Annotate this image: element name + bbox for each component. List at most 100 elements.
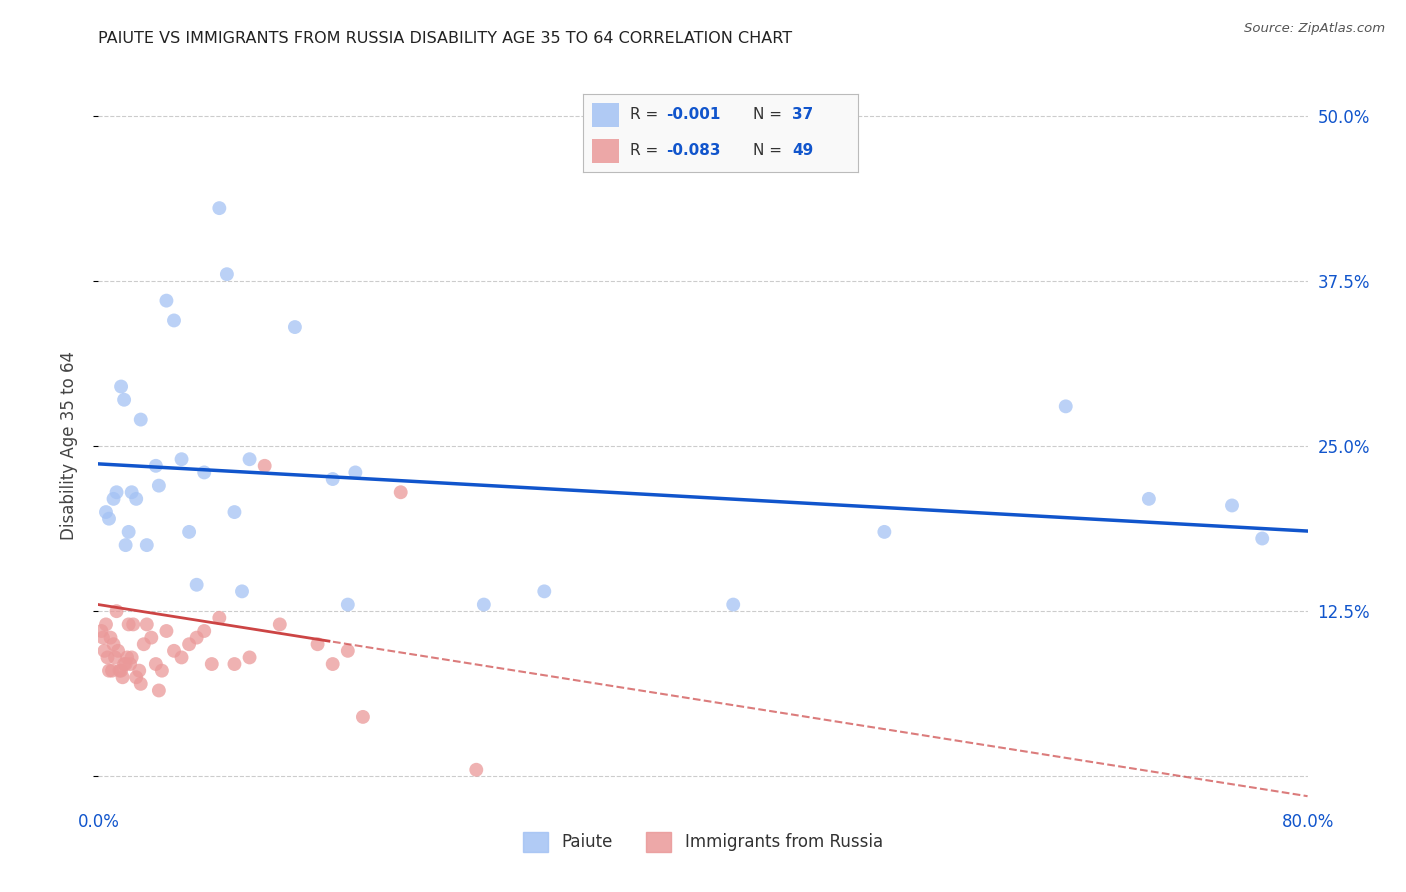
Point <box>208 201 231 215</box>
Point <box>120 657 142 671</box>
Point <box>129 677 152 691</box>
Point <box>1251 532 1274 546</box>
Point <box>125 670 148 684</box>
Point <box>723 598 745 612</box>
Legend: Paiute, Immigrants from Russia: Paiute, Immigrants from Russia <box>516 825 890 859</box>
Text: PAIUTE VS IMMIGRANTS FROM RUSSIA DISABILITY AGE 35 TO 64 CORRELATION CHART: PAIUTE VS IMMIGRANTS FROM RUSSIA DISABIL… <box>98 31 793 46</box>
Point <box>111 670 134 684</box>
Point <box>336 598 359 612</box>
Bar <box>592 139 619 162</box>
Point <box>336 644 359 658</box>
Point <box>163 313 186 327</box>
Point <box>110 379 132 393</box>
Point <box>96 650 118 665</box>
Point <box>129 412 152 426</box>
Point <box>90 624 112 638</box>
Point <box>114 657 136 671</box>
Point <box>239 650 262 665</box>
Point <box>873 524 896 539</box>
Point <box>125 491 148 506</box>
Point <box>94 617 117 632</box>
Point <box>94 505 117 519</box>
Point <box>224 657 246 671</box>
Point <box>104 650 127 665</box>
Point <box>193 466 215 480</box>
Point <box>141 631 163 645</box>
Point <box>103 637 125 651</box>
Point <box>307 637 329 651</box>
Text: R =: R = <box>630 107 664 122</box>
Point <box>186 578 208 592</box>
Point <box>344 466 367 480</box>
Point <box>128 664 150 678</box>
Point <box>322 657 344 671</box>
Point <box>101 664 124 678</box>
Text: Source: ZipAtlas.com: Source: ZipAtlas.com <box>1244 22 1385 36</box>
Point <box>148 683 170 698</box>
Point <box>322 472 344 486</box>
Point <box>107 644 129 658</box>
Point <box>231 584 253 599</box>
Point <box>269 617 291 632</box>
Point <box>389 485 412 500</box>
Point <box>105 485 128 500</box>
Point <box>208 611 231 625</box>
Point <box>145 458 167 473</box>
Text: -0.083: -0.083 <box>666 144 720 159</box>
Point <box>135 538 157 552</box>
Point <box>110 664 132 678</box>
Point <box>115 650 138 665</box>
Point <box>472 598 495 612</box>
Point <box>155 293 177 308</box>
Point <box>239 452 262 467</box>
Point <box>224 505 246 519</box>
Point <box>533 584 555 599</box>
Point <box>118 524 141 539</box>
Text: 49: 49 <box>792 144 813 159</box>
Point <box>179 637 201 651</box>
Y-axis label: Disability Age 35 to 64: Disability Age 35 to 64 <box>59 351 77 541</box>
Point <box>114 538 136 552</box>
Point <box>112 657 135 671</box>
Point <box>179 524 201 539</box>
Point <box>170 452 193 467</box>
Point <box>150 664 173 678</box>
Point <box>1220 499 1243 513</box>
Point <box>163 644 186 658</box>
Point <box>105 604 128 618</box>
Point <box>93 644 115 658</box>
Point <box>1137 491 1160 506</box>
Point <box>253 458 276 473</box>
Point <box>215 267 238 281</box>
Point <box>118 617 141 632</box>
Point <box>132 637 155 651</box>
Point <box>1054 400 1077 414</box>
Point <box>121 485 143 500</box>
Point <box>352 710 374 724</box>
Point <box>108 664 131 678</box>
Point <box>91 631 114 645</box>
Point <box>112 392 135 407</box>
Point <box>98 664 121 678</box>
Text: R =: R = <box>630 144 664 159</box>
Point <box>193 624 215 638</box>
Point <box>121 650 143 665</box>
Point <box>170 650 193 665</box>
Point <box>98 511 121 525</box>
Point <box>145 657 167 671</box>
Point <box>100 631 122 645</box>
Point <box>103 491 125 506</box>
Point <box>284 320 307 334</box>
Point <box>122 617 145 632</box>
Point <box>186 631 208 645</box>
Bar <box>592 103 619 127</box>
Text: N =: N = <box>754 107 787 122</box>
Point <box>148 478 170 492</box>
Point <box>201 657 224 671</box>
Text: -0.001: -0.001 <box>666 107 720 122</box>
Text: N =: N = <box>754 144 787 159</box>
Text: 37: 37 <box>792 107 813 122</box>
Point <box>135 617 157 632</box>
Point <box>465 763 488 777</box>
Point <box>155 624 177 638</box>
